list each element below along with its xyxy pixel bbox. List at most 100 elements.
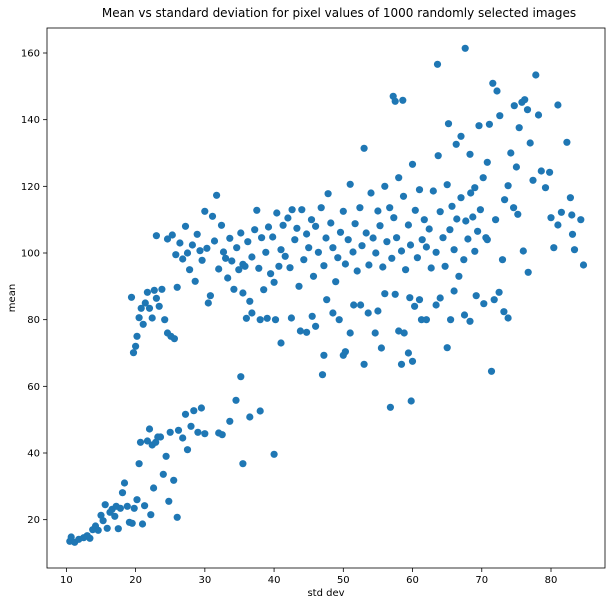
data-point-48 — [183, 446, 192, 454]
data-point-257 — [422, 316, 430, 324]
data-point-99 — [204, 299, 212, 307]
data-point-19 — [116, 504, 124, 512]
data-point-263 — [460, 311, 469, 319]
data-point-212 — [464, 235, 472, 243]
data-point-73 — [148, 314, 156, 322]
data-point-35 — [150, 484, 158, 492]
x-ticks: 10 20 30 40 50 60 70 80 — [60, 568, 557, 586]
data-point-311 — [566, 194, 575, 202]
data-point-77 — [158, 285, 166, 293]
data-point-304 — [546, 168, 554, 176]
data-point-290 — [504, 182, 512, 190]
x-tick-label: 80 — [545, 575, 558, 586]
data-point-218 — [242, 314, 250, 322]
y-tick-label: 80 — [27, 315, 40, 326]
data-point-202 — [441, 262, 449, 270]
x-tick-label: 10 — [60, 575, 73, 586]
data-point-92 — [188, 241, 196, 249]
data-point-150 — [320, 262, 328, 270]
data-point-251 — [406, 294, 414, 302]
data-point-321 — [498, 256, 507, 264]
data-point-294 — [515, 124, 523, 132]
data-point-254 — [411, 302, 419, 310]
data-point-119 — [248, 253, 256, 261]
data-point-126 — [264, 223, 273, 231]
data-point-140 — [295, 282, 303, 290]
data-point-203 — [443, 181, 451, 189]
data-point-298 — [526, 139, 534, 147]
data-point-131 — [275, 262, 283, 270]
data-point-137 — [288, 206, 296, 214]
data-point-307 — [554, 101, 562, 109]
data-point-222 — [271, 316, 280, 324]
data-point-289 — [501, 196, 509, 204]
data-point-260 — [443, 344, 451, 352]
data-point-115 — [239, 289, 247, 297]
data-point-316 — [579, 261, 588, 269]
data-point-239 — [360, 360, 368, 368]
data-point-33 — [147, 511, 155, 519]
y-axis-label: mean — [7, 284, 18, 312]
data-point-155 — [332, 278, 340, 286]
data-point-318 — [524, 268, 532, 276]
data-point-6 — [86, 534, 94, 542]
data-point-225 — [296, 327, 304, 335]
data-point-259 — [436, 294, 444, 302]
data-point-205 — [448, 202, 456, 210]
data-point-127 — [267, 270, 275, 278]
data-point-198 — [432, 248, 440, 256]
data-point-245 — [386, 403, 394, 411]
data-point-133 — [279, 221, 287, 229]
data-point-199 — [434, 152, 442, 160]
data-point-154 — [329, 244, 337, 252]
data-point-169 — [365, 261, 373, 269]
x-tick-label: 60 — [406, 575, 419, 586]
data-point-241 — [371, 329, 379, 337]
data-point-87 — [176, 239, 184, 247]
data-point-216 — [474, 227, 482, 235]
data-point-85 — [168, 231, 176, 239]
data-point-40 — [162, 452, 170, 460]
data-point-236 — [346, 329, 354, 337]
data-point-303 — [541, 184, 550, 192]
data-point-121 — [253, 206, 261, 214]
data-point-189 — [411, 206, 419, 214]
x-tick-label: 40 — [268, 575, 281, 586]
data-point-47 — [181, 410, 190, 418]
data-point-56 — [226, 417, 234, 425]
data-point-283 — [479, 174, 487, 182]
data-point-296 — [521, 96, 529, 104]
data-point-184 — [399, 192, 408, 200]
data-point-91 — [186, 266, 194, 274]
data-point-108 — [224, 274, 232, 282]
data-point-270 — [500, 308, 508, 316]
data-point-220 — [256, 316, 264, 324]
data-point-301 — [534, 111, 543, 119]
data-point-211 — [462, 217, 470, 225]
data-point-261 — [447, 316, 455, 324]
data-point-319 — [514, 210, 522, 218]
data-point-284 — [483, 158, 491, 166]
x-axis-label: std dev — [307, 588, 344, 599]
data-point-168 — [362, 229, 370, 237]
data-point-58 — [237, 373, 245, 381]
data-point-206 — [450, 246, 458, 254]
data-point-314 — [570, 246, 579, 254]
data-point-124 — [260, 286, 268, 294]
data-point-248 — [397, 360, 406, 368]
x-tick-label: 20 — [129, 575, 142, 586]
data-point-171 — [369, 234, 377, 242]
data-point-162 — [349, 248, 357, 256]
data-point-81 — [170, 335, 178, 343]
data-point-113 — [235, 266, 243, 274]
data-point-101 — [208, 212, 217, 220]
data-point-143 — [303, 230, 311, 238]
data-point-219 — [248, 309, 256, 317]
data-point-9 — [94, 526, 102, 534]
data-point-158 — [339, 207, 347, 215]
data-point-18 — [114, 525, 122, 533]
data-point-176 — [381, 182, 389, 190]
data-point-172 — [372, 249, 380, 257]
data-point-207 — [453, 215, 461, 223]
data-point-175 — [379, 263, 387, 271]
